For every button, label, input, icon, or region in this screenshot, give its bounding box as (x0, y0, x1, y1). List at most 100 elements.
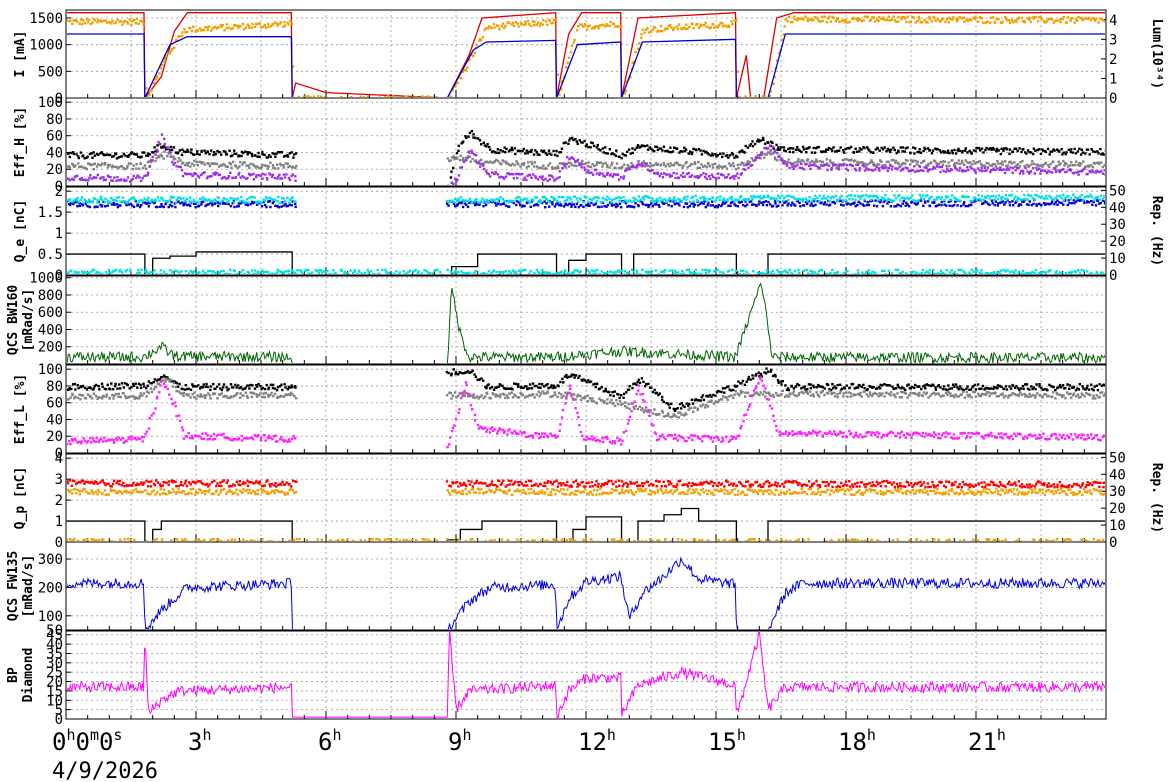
data-point (923, 18, 927, 22)
data-point (181, 31, 184, 34)
data-point (288, 203, 291, 206)
data-point (610, 163, 613, 167)
data-point (965, 195, 968, 198)
data-point (970, 167, 973, 170)
data-point (508, 173, 511, 176)
data-point (826, 168, 829, 172)
data-point (1080, 268, 1083, 272)
data-point (402, 273, 406, 274)
data-point (139, 386, 143, 390)
data-point (575, 202, 579, 206)
data-point (601, 197, 604, 200)
data-point (661, 198, 664, 201)
data-point (962, 270, 965, 273)
data-point (930, 195, 933, 198)
data-point (169, 49, 173, 52)
data-point (825, 163, 828, 166)
data-point (287, 165, 290, 169)
data-point (1044, 150, 1047, 154)
data-point (594, 196, 597, 199)
data-point (203, 163, 206, 166)
data-point (865, 203, 869, 207)
data-point (209, 269, 212, 273)
data-point (273, 167, 277, 170)
data-point (566, 155, 569, 159)
data-point (670, 174, 673, 178)
data-point (634, 50, 637, 54)
data-point (101, 198, 104, 201)
data-point (273, 176, 277, 180)
data-point (1052, 21, 1056, 24)
data-point (518, 201, 521, 204)
data-point (267, 25, 270, 28)
data-point (1032, 162, 1036, 165)
data-point (130, 386, 133, 389)
data-point (699, 149, 702, 152)
data-point (87, 201, 90, 204)
data-point (757, 156, 760, 159)
data-point (858, 150, 861, 153)
data-point (187, 150, 190, 153)
data-point (783, 25, 786, 28)
data-point (739, 195, 743, 198)
data-point (567, 56, 571, 60)
data-point (1101, 165, 1104, 169)
data-point (623, 92, 626, 95)
data-point (392, 95, 395, 97)
data-point (160, 146, 163, 149)
data-point (972, 16, 976, 19)
data-point (1078, 164, 1082, 167)
data-point (79, 165, 82, 168)
data-point (275, 389, 279, 392)
data-point (737, 167, 740, 170)
data-point (231, 160, 235, 164)
data-point (983, 166, 986, 169)
data-point (104, 162, 107, 165)
data-point (540, 177, 544, 180)
data-point (378, 96, 381, 97)
data-point (901, 161, 905, 165)
data-point (922, 204, 925, 207)
data-point (806, 158, 810, 161)
data-point (944, 20, 947, 24)
data-point (716, 196, 719, 199)
data-point (82, 201, 85, 204)
data-point (961, 149, 964, 153)
data-point (733, 200, 736, 203)
data-point (604, 146, 607, 149)
data-point (1051, 171, 1054, 174)
data-point (466, 205, 470, 209)
data-point (622, 273, 625, 274)
data-point (806, 199, 810, 202)
data-point (513, 271, 516, 274)
data-point (261, 163, 264, 167)
data-point (110, 165, 114, 169)
data-point (636, 47, 640, 50)
data-point (977, 147, 981, 150)
data-point (114, 382, 117, 386)
data-point (276, 24, 279, 27)
data-point (759, 272, 763, 274)
data-point (656, 163, 659, 166)
data-point (117, 179, 120, 182)
data-point (926, 147, 930, 150)
data-point (203, 171, 206, 174)
data-point (733, 156, 736, 159)
data-point (658, 205, 661, 208)
data-point (134, 22, 138, 25)
data-point (699, 25, 702, 28)
data-point (542, 149, 546, 152)
data-point (482, 162, 485, 165)
data-point (246, 198, 249, 201)
data-point (1099, 194, 1102, 197)
data-point (752, 203, 755, 206)
data-point (95, 383, 98, 387)
data-point (332, 269, 335, 272)
data-point (148, 160, 151, 163)
data-point (636, 164, 639, 167)
data-point (1004, 201, 1007, 204)
data-point (226, 201, 229, 204)
data-point (641, 203, 645, 206)
data-point (117, 156, 121, 159)
